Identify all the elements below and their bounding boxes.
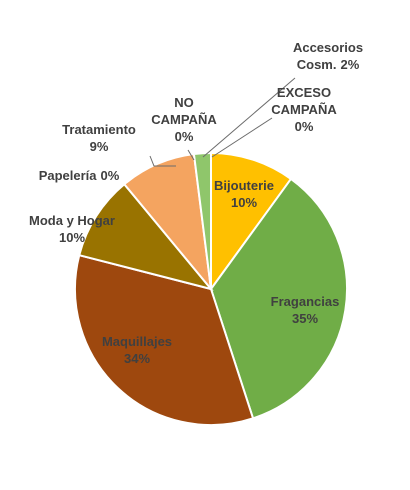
slice-label-no-campana: NO CAMPAÑA 0% — [151, 95, 217, 144]
slice-value-papeleria: 0% — [101, 168, 120, 183]
pie-slices — [74, 151, 348, 426]
slice-moda-y-hogar — [78, 182, 214, 291]
slice-name-fragancias: Fragancias — [271, 294, 340, 309]
leader-line-accesorios — [202, 77, 296, 158]
slice-value-no-campana: 0% — [175, 129, 194, 144]
slice-value-exceso: 0% — [295, 119, 314, 134]
slice-labels: Bijouterie 10% Fragancias 35% Maquillajes 3… — [29, 40, 363, 366]
slice-value-moda-y-hogar: 10% — [59, 230, 85, 245]
slice-name-accesorios-2: Cosm. — [297, 57, 337, 72]
slice-name-moda-y-hogar: Moda y Hogar — [29, 213, 115, 228]
slice-label-fragancias: Fragancias 35% — [271, 294, 340, 326]
leader-line-no-campana — [187, 149, 195, 161]
slice-name-accesorios-1: Accesorios — [293, 40, 363, 55]
slice-name-no-campana-2: CAMPAÑA — [151, 112, 217, 127]
slice-name-exceso-2: CAMPAÑA — [271, 102, 337, 117]
slice-value-tratamiento: 9% — [90, 139, 109, 154]
slice-label-accesorios: Accesorios Cosm. 2% — [293, 40, 363, 72]
slice-accesorios-cosm — [192, 151, 212, 290]
slice-name-papeleria: Papelería — [39, 168, 98, 183]
slice-value-maquillajes: 34% — [124, 351, 150, 366]
slice-name-exceso-1: EXCESO — [277, 85, 331, 100]
slice-name-no-campana-1: NO — [174, 95, 194, 110]
slice-bijouterie — [210, 151, 293, 293]
slice-label-moda-y-hogar: Moda y Hogar 10% — [29, 213, 115, 245]
slice-value-accesorios: 2% — [340, 57, 359, 72]
slice-fragancias — [209, 177, 348, 420]
slice-name-maquillajes: Maquillajes — [102, 334, 172, 349]
leader-lines — [149, 77, 296, 167]
slice-maquillajes — [74, 253, 255, 426]
slice-value-fragancias: 35% — [292, 311, 318, 326]
slice-name-tratamiento: Tratamiento — [62, 122, 136, 137]
slice-label-exceso: EXCESO CAMPAÑA 0% — [271, 85, 337, 134]
slice-label-papeleria: Papelería 0% — [39, 168, 120, 183]
leader-line-tratamiento — [149, 155, 176, 167]
leader-line-exceso — [211, 117, 273, 158]
slice-name-bijouterie: Bijouterie — [214, 178, 274, 193]
slice-label-bijouterie: Bijouterie 10% — [214, 178, 274, 210]
slice-label-tratamiento: Tratamiento 9% — [62, 122, 136, 154]
slice-label-maquillajes: Maquillajes 34% — [102, 334, 172, 366]
slice-value-bijouterie: 10% — [231, 195, 257, 210]
